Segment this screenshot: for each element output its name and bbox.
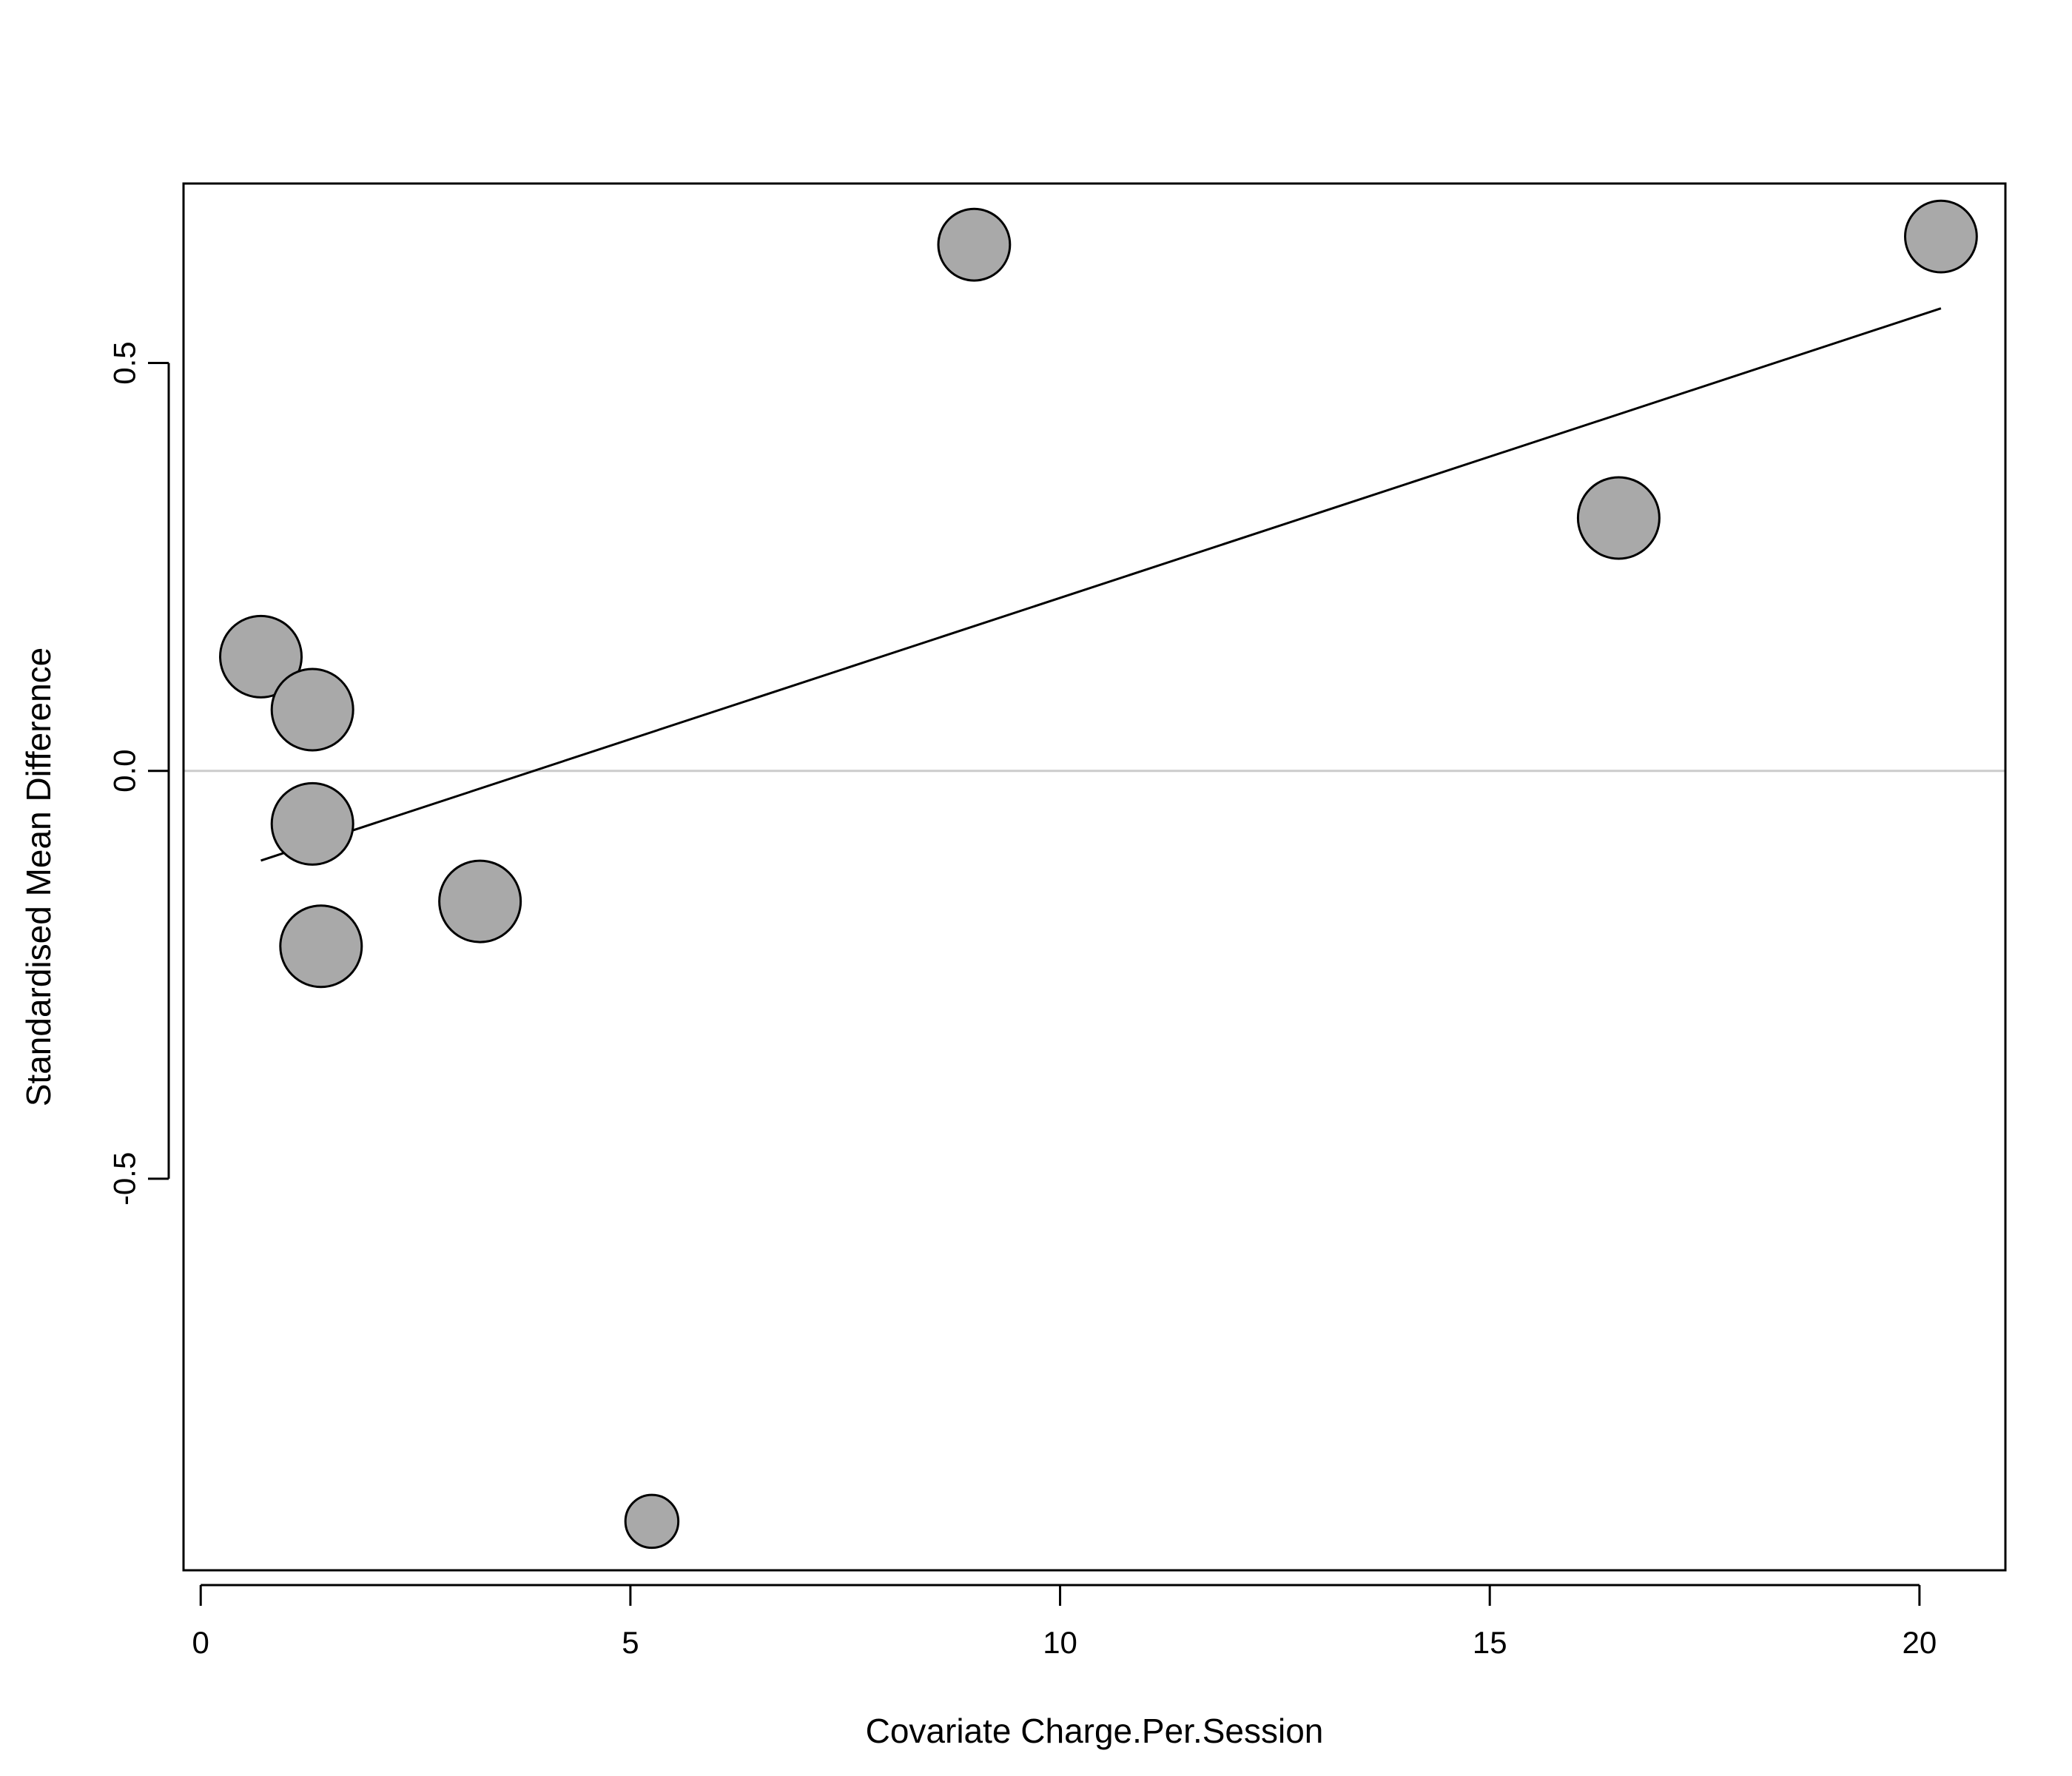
x-axis: 0 5 10 15 20	[192, 1584, 1937, 1660]
y-axis-title: Standardised Mean Difference	[19, 648, 58, 1107]
data-point-5	[438, 859, 522, 944]
data-point-8	[1576, 476, 1661, 560]
y-tick-label-2: 0.5	[107, 341, 142, 384]
x-tick-label-1: 5	[622, 1625, 639, 1660]
x-axis-title: Covariate Charge.Per.Session	[866, 1712, 1324, 1750]
x-tick-label-0: 0	[192, 1625, 209, 1660]
data-point-7	[937, 207, 1012, 282]
data-point-1	[219, 614, 303, 699]
data-point-2	[270, 667, 354, 752]
x-tick-label-2: 10	[1043, 1625, 1077, 1660]
plot-frame	[182, 182, 2007, 1572]
x-tick-label-4: 20	[1903, 1625, 1937, 1660]
data-point-3	[270, 781, 354, 866]
data-point-4	[279, 904, 363, 989]
data-points	[219, 199, 1978, 1550]
x-tick-label-3: 15	[1473, 1625, 1507, 1660]
y-tick-label-1: 0.0	[107, 749, 142, 792]
regression-line	[260, 307, 1942, 862]
data-point-6	[624, 1493, 680, 1550]
y-axis: -0.5 0.0 0.5	[107, 341, 170, 1205]
data-point-9	[1904, 199, 1978, 274]
y-tick-label-0: -0.5	[107, 1152, 142, 1205]
